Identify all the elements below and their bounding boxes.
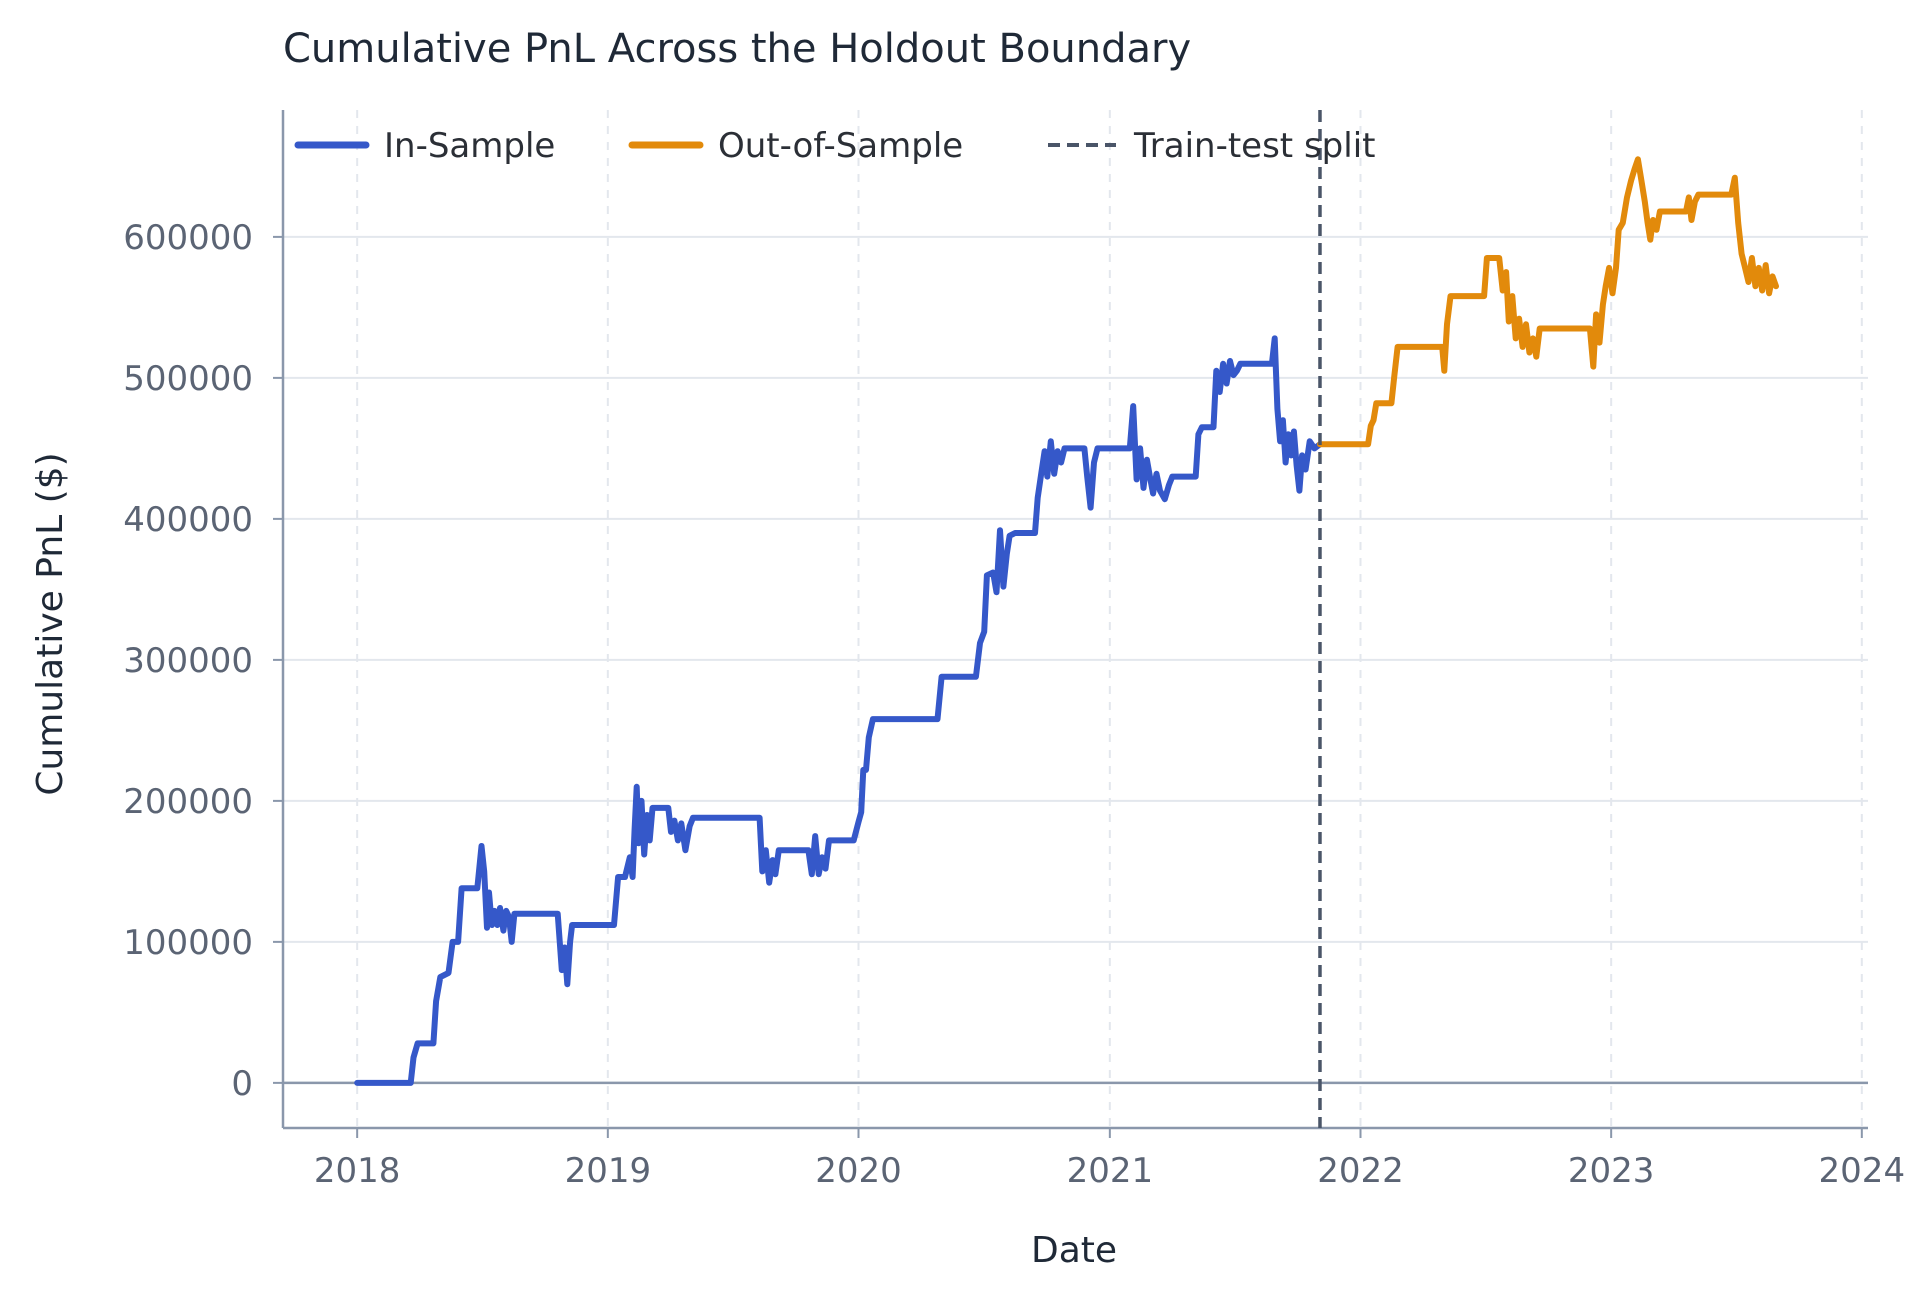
legend-label-out-of-sample: Out-of-Sample [718, 126, 963, 166]
legend-label-train-test-split: Train-test split [1133, 126, 1375, 166]
y-tick-label: 300000 [123, 641, 253, 681]
legend: In-Sample Out-of-Sample Train-test split [294, 126, 1375, 166]
x-tick-label: 2020 [815, 1151, 902, 1191]
x-tick-label: 2022 [1317, 1151, 1404, 1191]
y-axis-title: Cumulative PnL ($) [30, 452, 71, 795]
y-tick-label: 100000 [123, 923, 253, 963]
x-tick-label: 2018 [314, 1151, 401, 1191]
y-tick-label: 400000 [123, 500, 253, 540]
y-tick-label: 500000 [123, 359, 253, 399]
in-sample-line [354, 335, 1323, 1086]
legend-label-in-sample: In-Sample [384, 126, 555, 166]
out-of-sample-line [1317, 156, 1779, 448]
x-tick-label: 2024 [1819, 1151, 1906, 1191]
x-tick-label: 2019 [565, 1151, 652, 1191]
grid-lines [283, 110, 1868, 1128]
y-tick-label: 200000 [123, 782, 253, 822]
y-tick-label: 0 [231, 1064, 253, 1104]
chart-title: Cumulative PnL Across the Holdout Bounda… [283, 26, 1191, 72]
x-axis-title: Date [1031, 1230, 1117, 1271]
x-tick-label: 2021 [1067, 1151, 1154, 1191]
axes: 0 100000 200000 300000 400000 500000 600000 201… [123, 110, 1905, 1191]
y-tick-label: 600000 [123, 218, 253, 258]
x-tick-label: 2023 [1568, 1151, 1655, 1191]
series-lines [354, 156, 1779, 1086]
